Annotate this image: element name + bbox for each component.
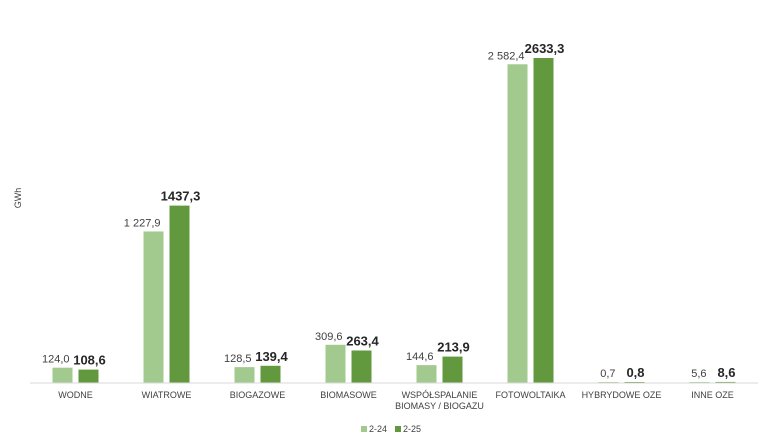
category-label-5: FOTOWOLTAIKA [495, 390, 565, 400]
category-label-7: INNE OZE [691, 390, 734, 400]
category-label-6: HYBRYDOWE OZE [582, 390, 662, 400]
data-label-series2-7: 8,6 [717, 365, 735, 380]
data-label-series2-4: 213,9 [437, 340, 470, 355]
category-label-3: BIOMASOWE [320, 390, 377, 400]
bar-series1-1 [143, 231, 164, 383]
data-label-series2-1: 1437,3 [161, 189, 201, 204]
bar-series2-3 [351, 350, 372, 383]
bar-series2-7 [715, 381, 736, 383]
legend-label-2: 2-25 [403, 424, 421, 434]
data-label-series1-6: 0,7 [600, 368, 615, 380]
category-label-0: WODNE [58, 390, 93, 400]
data-label-series2-6: 0,8 [626, 365, 644, 380]
bar-series2-0 [78, 369, 99, 383]
data-label-series1-1: 1 227,9 [124, 217, 161, 229]
category-label-4-line1: WSPÓŁSPALANIE [402, 390, 478, 400]
bar-series1-2 [234, 367, 255, 383]
data-label-series1-3: 309,6 [315, 331, 343, 343]
category-label-1: WIATROWE [142, 390, 192, 400]
bar-series1-5 [507, 64, 528, 383]
legend-swatch-1 [361, 426, 367, 432]
bar-series1-4 [416, 365, 437, 383]
bars-group [52, 58, 736, 383]
data-label-series2-3: 263,4 [346, 333, 379, 348]
data-label-series1-0: 124,0 [42, 354, 70, 366]
bar-series2-5 [533, 58, 554, 383]
data-label-series2-5: 2633,3 [525, 41, 565, 56]
data-label-series1-4: 144,6 [406, 351, 434, 363]
bar-series2-2 [260, 365, 281, 383]
bar-series1-3 [325, 344, 346, 383]
y-axis-title: GWh [13, 188, 23, 209]
category-label-2: BIOGAZOWE [230, 390, 286, 400]
category-labels-group: WODNE WIATROWE BIOGAZOWE BIOMASOWE WSPÓŁSPAL… [58, 390, 734, 411]
data-label-series1-7: 5,6 [691, 368, 706, 380]
data-label-series1-2: 128,5 [224, 353, 252, 365]
category-label-4-line2: BIOMASY / BIOGAZU [395, 401, 484, 411]
bar-series2-4 [442, 356, 463, 383]
data-label-series1-5: 2 582,4 [488, 50, 525, 62]
data-label-series2-0: 108,6 [73, 353, 106, 368]
legend: 2-24 2-25 [361, 424, 421, 434]
data-label-series2-2: 139,4 [255, 349, 288, 364]
bar-series2-1 [169, 205, 190, 383]
bar-series1-0 [52, 367, 73, 383]
legend-swatch-2 [395, 426, 401, 432]
legend-label-1: 2-24 [369, 424, 387, 434]
